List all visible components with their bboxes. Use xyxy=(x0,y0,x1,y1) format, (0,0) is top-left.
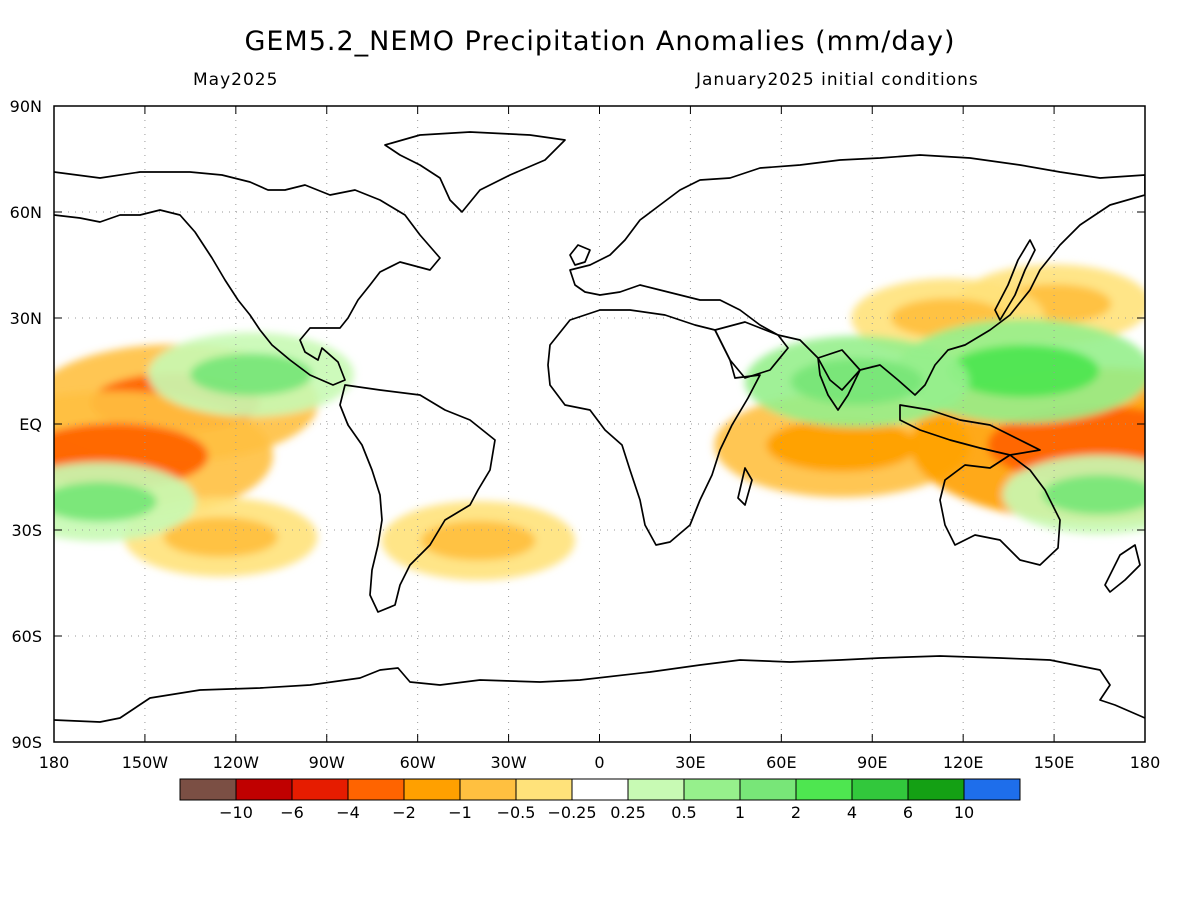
colorbar-label: 0.5 xyxy=(671,803,696,822)
initial-conditions-label: January2025 initial conditions xyxy=(696,70,979,90)
greenland-coast xyxy=(384,131,566,213)
lat-label: 60S xyxy=(11,627,42,646)
colorbar-swatch xyxy=(459,778,517,801)
colorbar-swatch xyxy=(347,778,405,801)
anomaly-core-8 xyxy=(948,344,1100,398)
lon-label: 90E xyxy=(857,753,887,772)
lat-label: 90S xyxy=(11,733,42,752)
colorbar-swatch xyxy=(963,778,1021,801)
british-isles-coast xyxy=(569,244,591,266)
anomaly-core-2 xyxy=(766,419,918,472)
lon-label: 30W xyxy=(490,753,526,772)
lat-label: EQ xyxy=(19,415,42,434)
colorbar-label: −2 xyxy=(392,803,416,822)
valid-month-label: May2025 xyxy=(193,70,279,90)
japan-coast xyxy=(994,239,1036,321)
lon-label: 0 xyxy=(594,753,604,772)
india-coast xyxy=(817,349,861,411)
map-title: GEM5.2_NEMO Precipitation Anomalies (mm/… xyxy=(244,26,956,57)
lat-label: 30S xyxy=(11,521,42,540)
lat-label: 90N xyxy=(10,97,42,116)
lat-label: 30N xyxy=(10,309,42,328)
anomaly-core-10 xyxy=(190,353,312,396)
colorbar-swatch xyxy=(291,778,349,801)
eurasia-coast xyxy=(569,154,1145,396)
lon-label: 180 xyxy=(1130,753,1161,772)
colorbar-label: −0.25 xyxy=(547,803,596,822)
colorbar-label: −10 xyxy=(219,803,253,822)
lat-label: 60N xyxy=(10,203,42,222)
australia-coast xyxy=(939,454,1061,566)
colorbar-label: 4 xyxy=(847,803,857,822)
axis-ticks xyxy=(53,105,1146,743)
lon-label: 60W xyxy=(400,753,436,772)
colorbar-label: 2 xyxy=(791,803,801,822)
colorbar-swatch xyxy=(795,778,853,801)
anomaly-core-6 xyxy=(421,520,536,561)
southeast-asia-islands xyxy=(899,404,1041,456)
anomaly-core-7 xyxy=(163,517,278,557)
colorbar-label: 1 xyxy=(735,803,745,822)
colorbar-label: −1 xyxy=(448,803,472,822)
colorbar-swatch xyxy=(907,778,965,801)
longitude-labels: 180 150W 120W 90W 60W 30W 0 30E 60E 90E 120E 150E 18… xyxy=(39,753,1161,772)
colorbar-label: −6 xyxy=(280,803,304,822)
lon-label: 120W xyxy=(213,753,260,772)
lon-label: 120E xyxy=(943,753,984,772)
colorbar-label: 10 xyxy=(954,803,974,822)
colorbar-swatch xyxy=(403,778,461,801)
lon-label: 150E xyxy=(1034,753,1075,772)
colorbar-label: 0.25 xyxy=(610,803,646,822)
lon-label: 180 xyxy=(39,753,70,772)
colorbar-swatch xyxy=(179,778,237,801)
africa-coast xyxy=(547,309,761,546)
graticule xyxy=(54,106,1145,742)
anomaly-core-12 xyxy=(1042,474,1145,515)
colorbar-label: −4 xyxy=(336,803,360,822)
antarctica-coast xyxy=(54,655,1145,723)
colorbar-swatch xyxy=(739,778,797,801)
colorbar: −10 −6 −4 −2 −1 −0.5 −0.25 0.25 0.5 1 2 4 6 10 xyxy=(179,778,1021,822)
colorbar-swatch xyxy=(683,778,741,801)
colorbar-label: 6 xyxy=(903,803,913,822)
colorbar-swatch xyxy=(627,778,685,801)
madagascar-coast xyxy=(737,467,753,506)
colorbar-swatch xyxy=(851,778,909,801)
colorbar-swatch xyxy=(515,778,573,801)
lon-label: 90W xyxy=(309,753,345,772)
coastlines xyxy=(54,131,1145,723)
lon-label: 150W xyxy=(122,753,169,772)
south-america-coast xyxy=(339,384,496,613)
arabia-coast xyxy=(714,321,789,379)
colorbar-swatch xyxy=(571,778,629,801)
anomaly-field xyxy=(54,264,1145,581)
lon-label: 30E xyxy=(675,753,705,772)
north-america-coast xyxy=(54,171,441,386)
anomaly-core-11 xyxy=(54,481,157,522)
lon-label: 60E xyxy=(766,753,796,772)
new-zealand-coast xyxy=(1104,544,1141,593)
colorbar-label: −0.5 xyxy=(497,803,536,822)
latitude-labels: 90N 60N 30N EQ 30S 60S 90S xyxy=(10,97,42,752)
colorbar-swatch xyxy=(235,778,293,801)
